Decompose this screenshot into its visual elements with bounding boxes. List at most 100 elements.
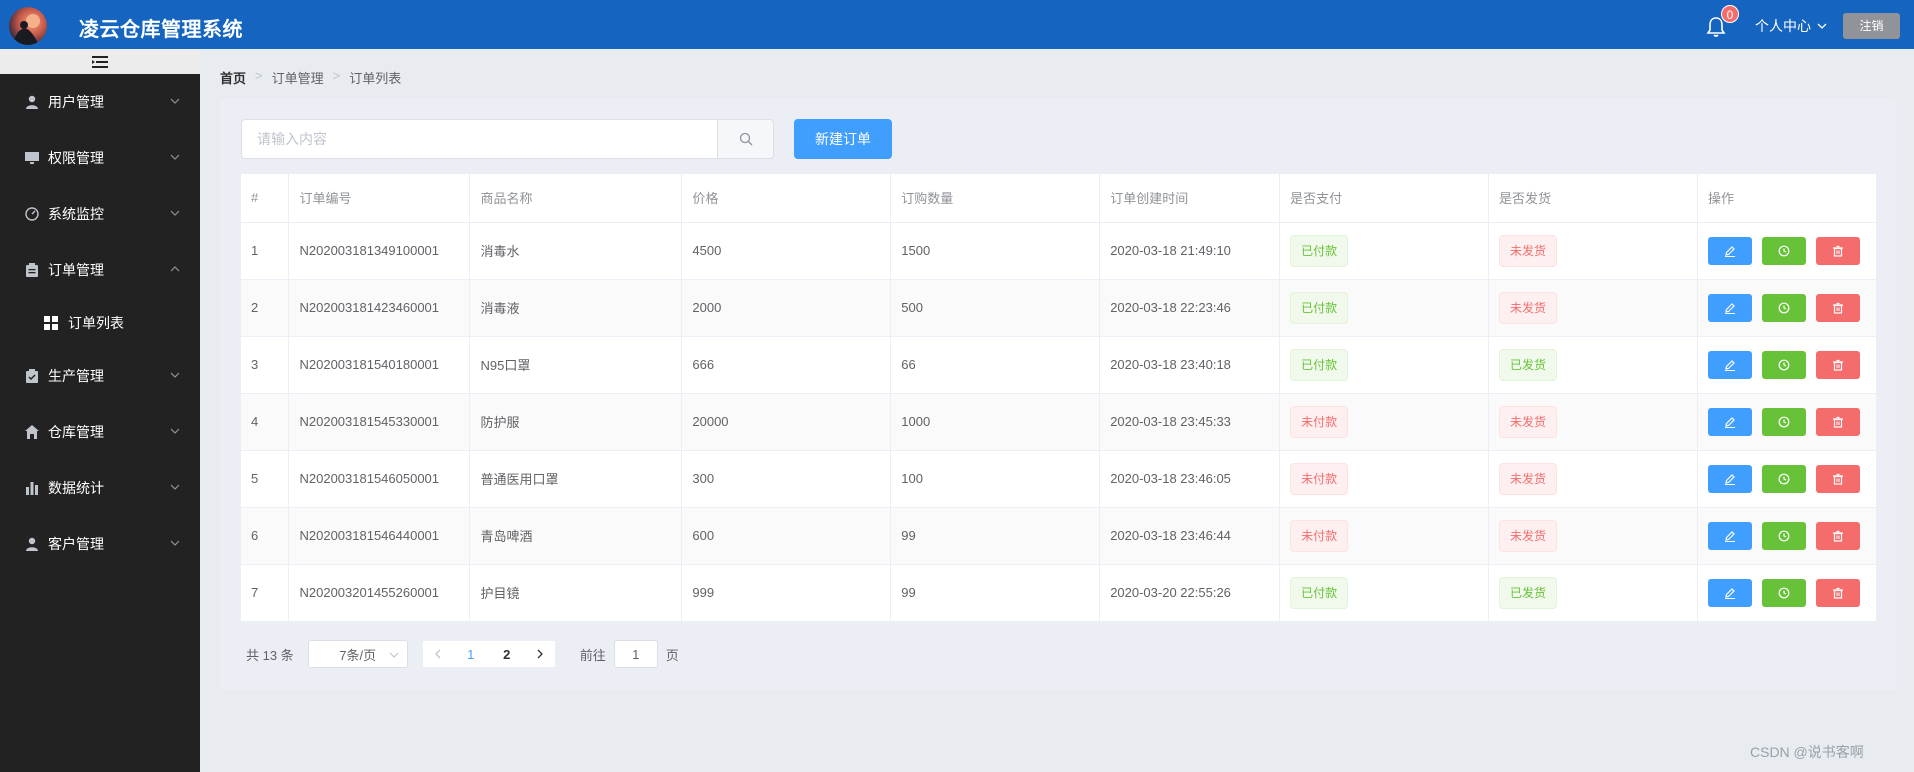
user-center-dropdown[interactable]: 个人中心 (1755, 16, 1827, 36)
bell-icon[interactable] (1706, 16, 1726, 38)
edit-button[interactable] (1707, 350, 1752, 379)
delete-button[interactable] (1815, 350, 1860, 379)
goto-prefix: 前往 (579, 647, 606, 663)
sidebar-item-orders[interactable]: 订单管理 (0, 242, 200, 298)
column-header: 价格 (681, 174, 892, 223)
created-time-cell: 2020-03-18 22:23:46 (1099, 279, 1281, 337)
monitor-icon (24, 150, 40, 166)
logout-button[interactable]: 注销 (1843, 13, 1900, 39)
breadcrumb-item: 订单管理 (271, 71, 324, 86)
paid-status-cell: 未付款 (1279, 393, 1490, 451)
shipped-status-badge: 未发货 (1499, 519, 1558, 552)
edit-icon (1724, 587, 1736, 599)
timeline-button[interactable] (1761, 236, 1806, 265)
actions-cell (1697, 279, 1878, 337)
notification-badge: 0 (1721, 5, 1739, 23)
created-time-cell: 2020-03-18 23:46:44 (1099, 507, 1281, 565)
chevron-down-icon (170, 484, 180, 490)
sidebar-item-label: 客户管理 (48, 536, 104, 552)
chevron-up-icon (170, 266, 180, 272)
quantity-cell: 99 (890, 507, 1101, 565)
timeline-button[interactable] (1761, 521, 1806, 550)
edit-button[interactable] (1707, 521, 1752, 550)
column-header: # (241, 174, 290, 223)
order-number-cell: N202003181546440001 (288, 507, 471, 565)
created-time-cell: 2020-03-18 23:45:33 (1099, 393, 1281, 451)
page-size-select[interactable]: 7条/页 (307, 640, 408, 668)
user-icon (24, 536, 40, 552)
sidebar-item-statistics[interactable]: 数据统计 (0, 460, 200, 516)
prev-page-button[interactable] (423, 640, 453, 668)
sidebar-collapse-toggle[interactable] (0, 49, 200, 74)
column-header: 是否支付 (1279, 174, 1490, 223)
pagination-nav: 1 2 (421, 640, 556, 668)
timeline-button[interactable] (1761, 350, 1806, 379)
new-order-button[interactable]: 新建订单 (794, 119, 892, 159)
row-actions (1707, 578, 1876, 607)
sidebar: 用户管理 权限管理 系统监控 订单管理 订单列表 生产管理 仓库管理 数据统计 … (0, 49, 200, 772)
paid-status-badge: 未付款 (1290, 519, 1349, 552)
user-icon (24, 94, 40, 110)
sidebar-subitem-order-list[interactable]: 订单列表 (0, 298, 200, 348)
trash-icon (1832, 359, 1844, 371)
chevron-down-icon (170, 98, 180, 104)
table-row: 7 N202003201455260001 护目镜 999 99 2020-03-20 2… (241, 564, 1878, 622)
edit-button[interactable] (1707, 464, 1752, 493)
timeline-button[interactable] (1761, 464, 1806, 493)
sidebar-item-warehouse[interactable]: 仓库管理 (0, 404, 200, 460)
shipped-status-badge: 未发货 (1499, 405, 1558, 438)
delete-button[interactable] (1815, 521, 1860, 550)
page-number-button[interactable]: 2 (503, 646, 511, 662)
column-header: 操作 (1697, 174, 1878, 223)
shipped-status-cell: 未发货 (1488, 507, 1698, 565)
page-number-button[interactable]: 1 (467, 646, 475, 662)
menu-fold-icon (92, 55, 108, 68)
order-number-cell: N202003181545330001 (288, 393, 471, 451)
edit-button[interactable] (1707, 236, 1752, 265)
next-page-button[interactable] (525, 640, 555, 668)
order-number-cell: N202003181349100001 (288, 222, 471, 280)
delete-button[interactable] (1815, 464, 1860, 493)
shipped-status-cell: 未发货 (1488, 393, 1698, 451)
row-actions (1707, 293, 1876, 322)
paid-status-badge: 已付款 (1290, 234, 1349, 267)
breadcrumb-home-link[interactable]: 首页 (220, 71, 247, 86)
table-row: 1 N202003181349100001 消毒水 4500 1500 2020-03-1… (241, 222, 1878, 280)
delete-button[interactable] (1815, 293, 1860, 322)
goto-page-input[interactable] (613, 640, 658, 668)
table-row: 6 N202003181546440001 青岛啤酒 600 99 2020-03-18 … (241, 507, 1878, 565)
paid-status-badge: 已付款 (1290, 348, 1349, 381)
created-time-cell: 2020-03-20 22:55:26 (1099, 564, 1281, 622)
chevron-down-icon (170, 540, 180, 546)
price-cell: 666 (681, 336, 892, 394)
sidebar-item-customers[interactable]: 客户管理 (0, 516, 200, 572)
shipped-status-cell: 未发货 (1488, 279, 1698, 337)
search-input[interactable] (241, 119, 717, 159)
order-number-cell: N202003181423460001 (288, 279, 471, 337)
row-index-cell: 1 (241, 222, 290, 280)
app-title: 凌云仓库管理系统 (79, 19, 243, 41)
watermark: CSDN @说书客啊 (1750, 744, 1864, 760)
timeline-button[interactable] (1761, 578, 1806, 607)
sidebar-item-label: 生产管理 (48, 368, 104, 384)
edit-button[interactable] (1707, 578, 1752, 607)
edit-button[interactable] (1707, 407, 1752, 436)
row-index-cell: 3 (241, 336, 290, 394)
delete-button[interactable] (1815, 236, 1860, 265)
shipped-status-cell: 未发货 (1488, 222, 1698, 280)
edit-button[interactable] (1707, 293, 1752, 322)
created-time-cell: 2020-03-18 21:49:10 (1099, 222, 1281, 280)
sidebar-item-permissions[interactable]: 权限管理 (0, 130, 200, 186)
sidebar-item-monitoring[interactable]: 系统监控 (0, 186, 200, 242)
sidebar-item-users[interactable]: 用户管理 (0, 74, 200, 130)
delete-button[interactable] (1815, 578, 1860, 607)
timeline-button[interactable] (1761, 407, 1806, 436)
sidebar-item-production[interactable]: 生产管理 (0, 348, 200, 404)
shipped-status-badge: 未发货 (1499, 462, 1558, 495)
bar-chart-icon (24, 480, 40, 496)
timeline-button[interactable] (1761, 293, 1806, 322)
search-button[interactable] (717, 119, 774, 159)
clock-icon (1778, 302, 1790, 314)
paid-status-cell: 未付款 (1279, 507, 1490, 565)
delete-button[interactable] (1815, 407, 1860, 436)
